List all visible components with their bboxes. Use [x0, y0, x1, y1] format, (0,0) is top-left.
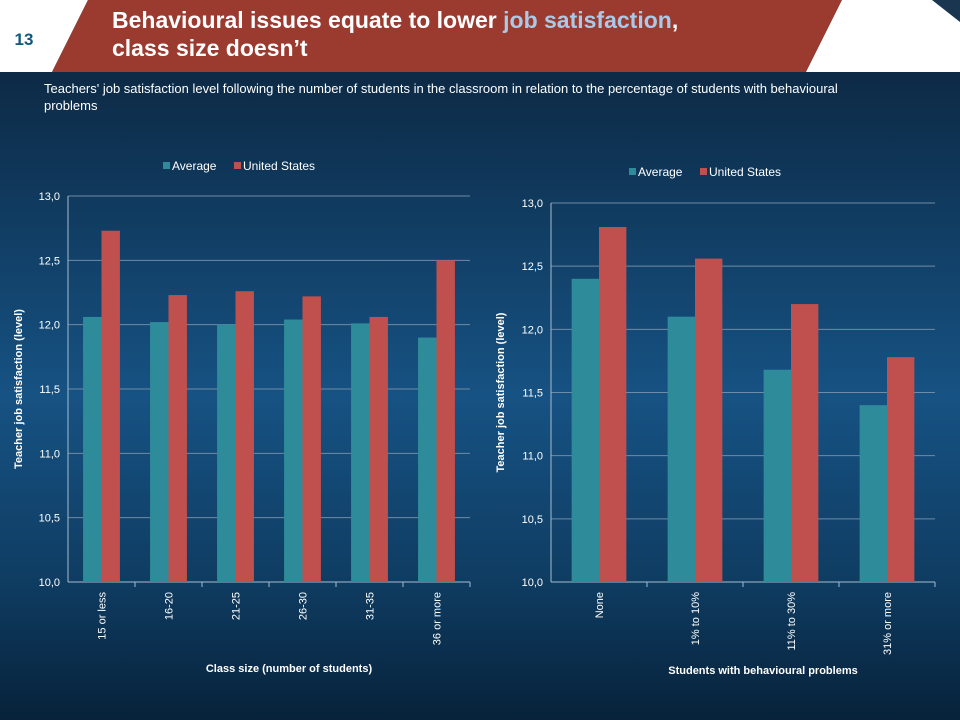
bar-united-states — [695, 258, 723, 582]
bar-united-states — [302, 296, 321, 582]
x-category-label: 31-35 — [365, 592, 377, 620]
x-axis-title: Students with behavioural problems — [668, 665, 857, 677]
legend-swatch-united-states — [234, 162, 241, 169]
y-tick-label: 10,0 — [39, 577, 60, 589]
slide-title: Behavioural issues equate to lower job s… — [112, 6, 812, 62]
bar-average — [351, 323, 370, 582]
y-tick-label: 10,5 — [39, 513, 60, 525]
title-line2: class size doesn’t — [112, 35, 308, 61]
bar-average — [667, 316, 695, 582]
y-tick-label: 13,0 — [522, 198, 543, 210]
title-part2: , — [671, 7, 679, 33]
x-category-label: 15 or less — [97, 592, 109, 640]
legend-label-average: Average — [638, 165, 683, 179]
y-axis-title: Teacher job satisfaction (level) — [495, 312, 507, 472]
bar-average — [217, 324, 236, 582]
legend-label-united-states: United States — [709, 165, 781, 179]
bar-united-states — [168, 295, 187, 582]
y-tick-label: 12,5 — [39, 255, 60, 267]
bar-average — [571, 278, 599, 582]
legend-swatch-average — [163, 162, 170, 169]
y-tick-label: 13,0 — [39, 191, 60, 203]
slide-number: 13 — [14, 30, 34, 49]
legend-swatch-average — [629, 168, 636, 175]
legend-label-united-states: United States — [243, 159, 315, 173]
bar-united-states — [235, 291, 254, 582]
y-tick-label: 11,0 — [522, 451, 543, 463]
bar-average — [418, 337, 437, 582]
bar-united-states — [791, 304, 819, 582]
y-tick-label: 12,0 — [39, 320, 60, 332]
bar-average — [150, 322, 169, 582]
bar-average — [859, 405, 887, 582]
x-category-label: 1% to 10% — [690, 592, 702, 645]
title-highlight: job satisfaction — [503, 7, 672, 33]
y-tick-label: 12,5 — [522, 261, 543, 273]
bar-average — [763, 369, 791, 582]
y-tick-label: 11,5 — [522, 388, 543, 400]
x-category-label: 31% or more — [882, 592, 894, 655]
bar-united-states — [369, 316, 388, 582]
bar-united-states — [436, 260, 455, 582]
x-category-label: 36 or more — [432, 592, 444, 645]
x-category-label: 26-30 — [298, 592, 310, 620]
x-category-label: 16-20 — [164, 592, 176, 620]
x-category-label: 11% to 30% — [786, 592, 798, 651]
bar-united-states — [101, 230, 120, 583]
x-category-label: None — [594, 592, 606, 618]
bar-united-states — [599, 227, 627, 582]
slide-subtitle: Teachers' job satisfaction level followi… — [44, 81, 838, 113]
y-tick-label: 10,0 — [522, 577, 543, 589]
legend-swatch-united-states — [700, 168, 707, 175]
bar-united-states — [887, 357, 915, 582]
y-tick-label: 11,5 — [39, 384, 60, 396]
y-tick-label: 10,5 — [522, 514, 543, 526]
title-part1: Behavioural issues equate to lower — [112, 7, 504, 33]
y-axis-title: Teacher job satisfaction (level) — [13, 309, 25, 469]
x-category-label: 21-25 — [231, 592, 243, 620]
y-tick-label: 11,0 — [39, 448, 60, 460]
y-tick-label: 12,0 — [522, 324, 543, 336]
title-band — [0, 0, 960, 72]
bar-average — [284, 319, 303, 582]
x-axis-title: Class size (number of students) — [206, 663, 373, 675]
bar-average — [83, 316, 102, 582]
legend-label-average: Average — [172, 159, 217, 173]
